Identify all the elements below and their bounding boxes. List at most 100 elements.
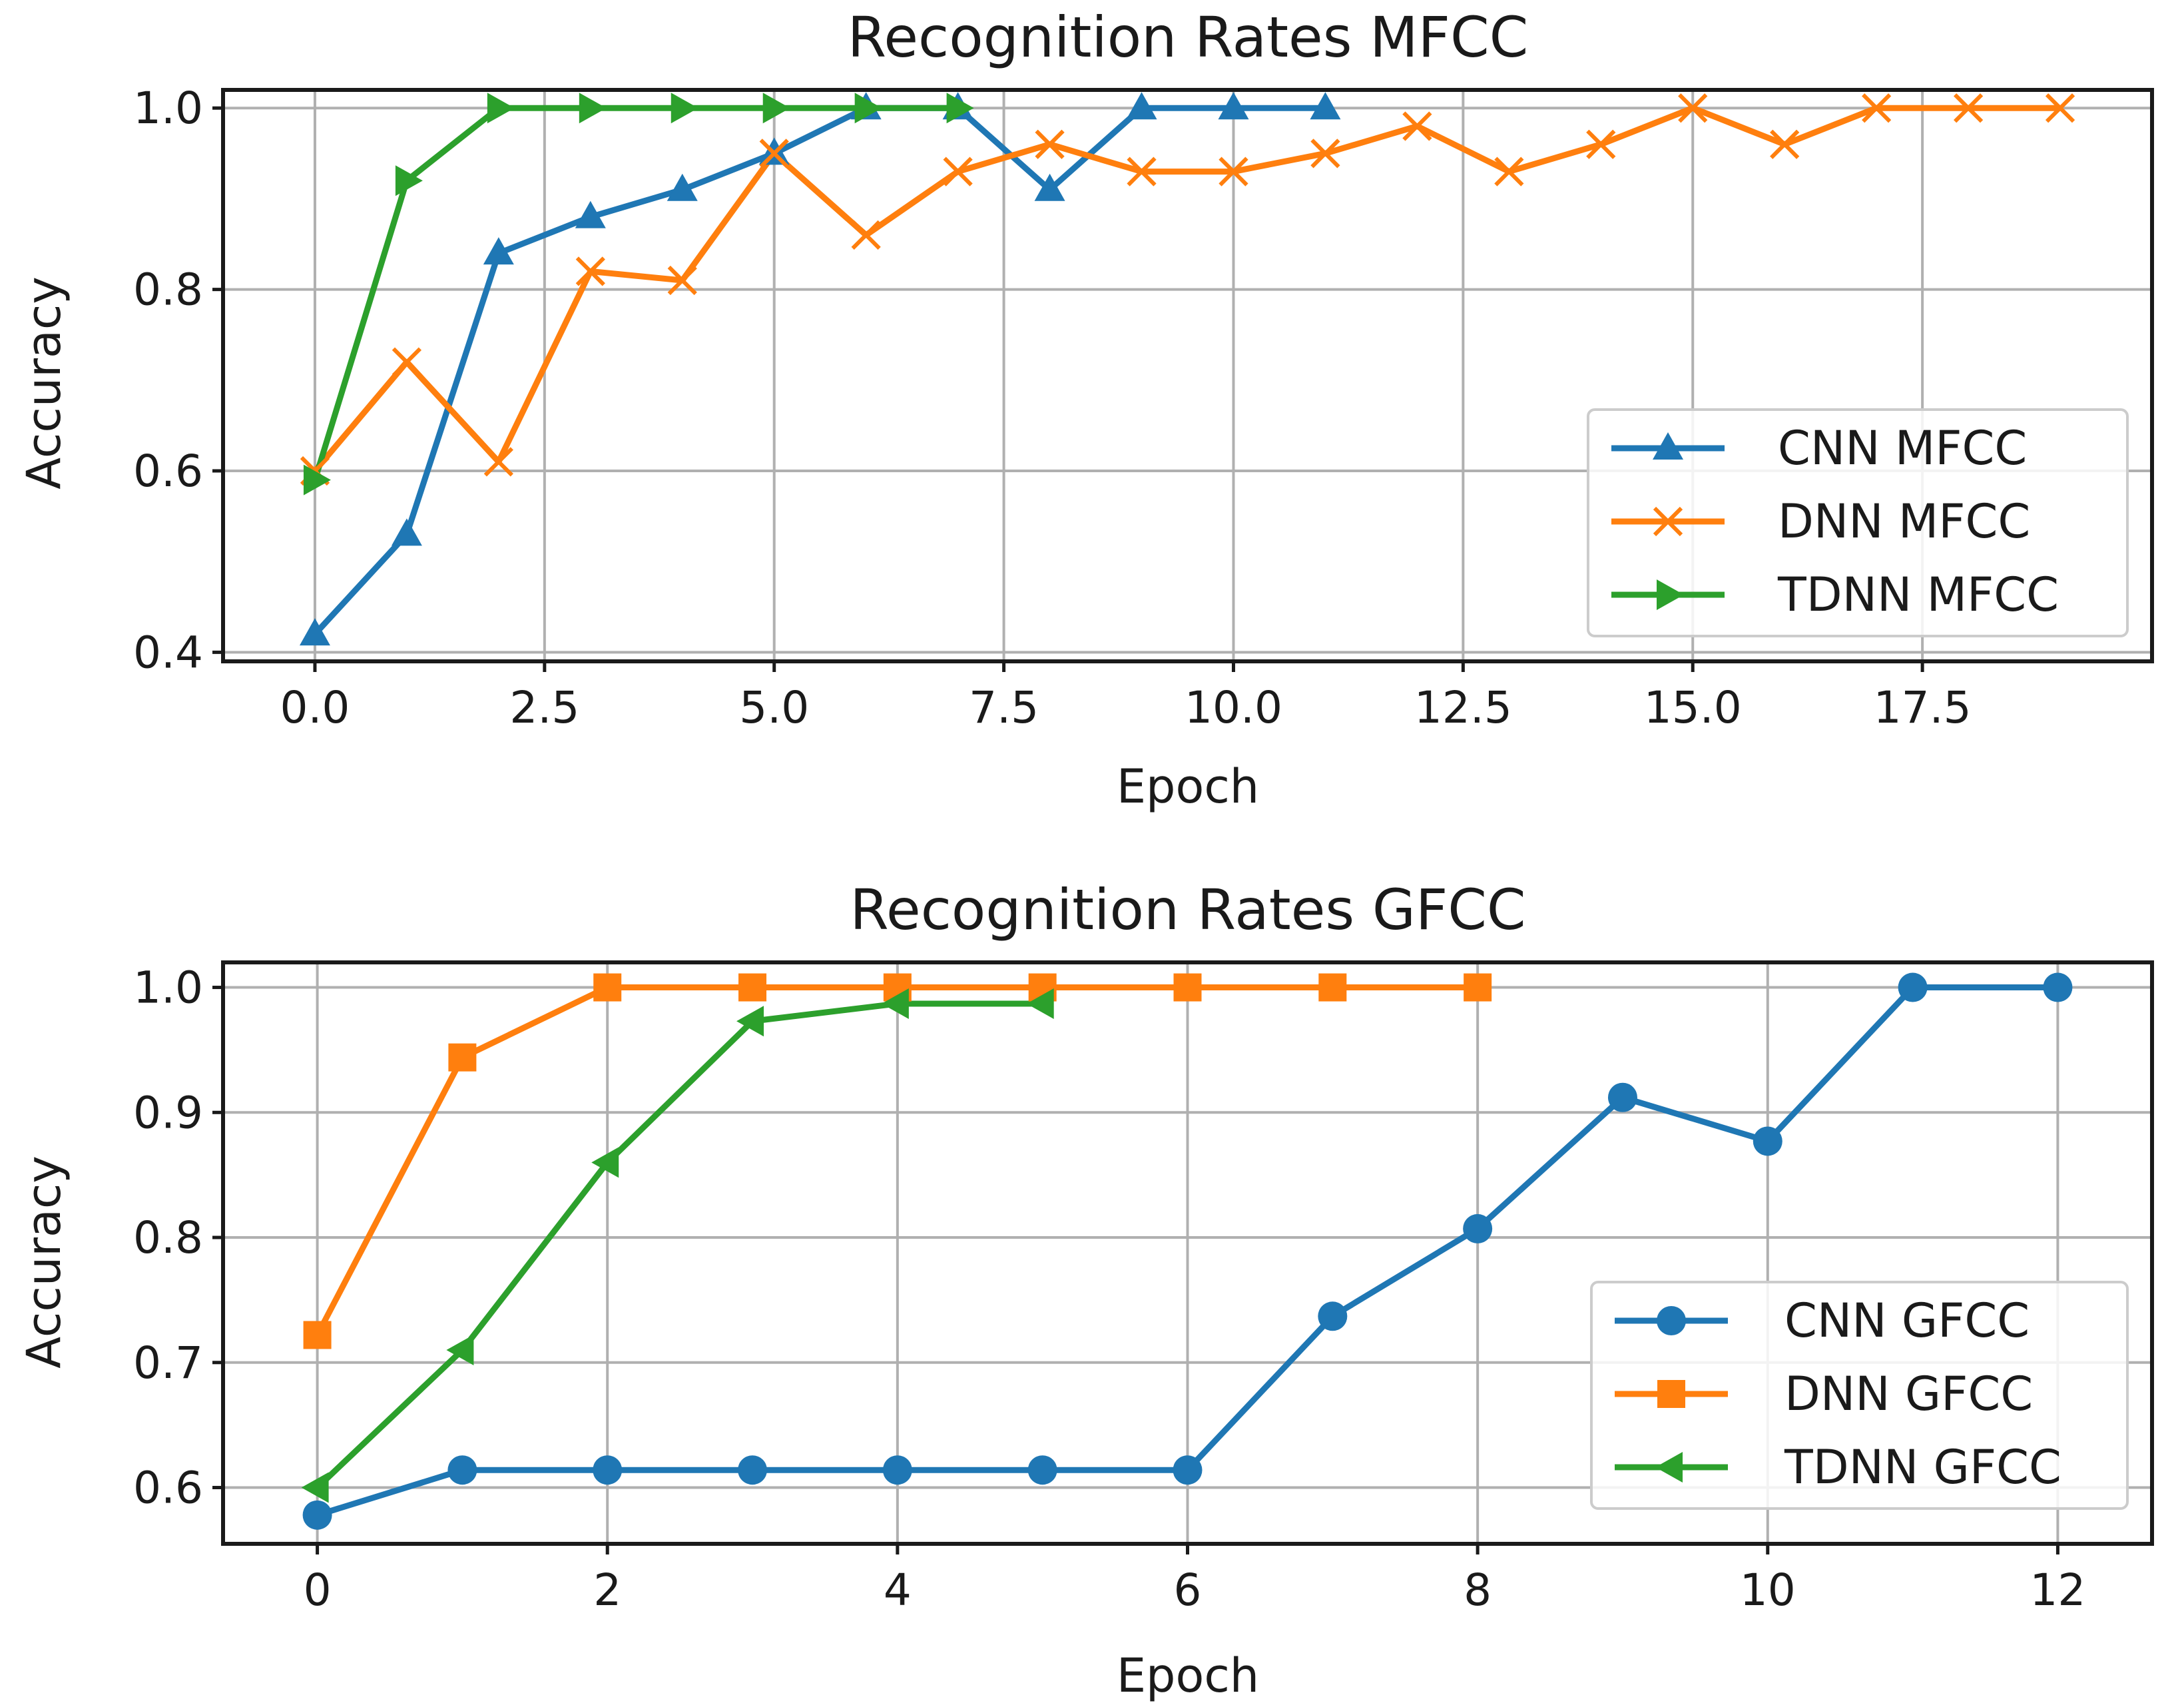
series-line-cnn-mfcc	[312, 105, 1326, 637]
data-point-dnn-mfcc	[1402, 111, 1432, 141]
y-axis-label: Accuracy	[17, 276, 71, 490]
series-line-tdnn-mfcc	[312, 105, 958, 481]
data-point-cnn-mfcc	[1034, 173, 1065, 201]
data-point-cnn-mfcc	[575, 200, 606, 228]
y-tick-label: 0.8	[133, 264, 203, 316]
legend-marker-dnn	[1657, 1380, 1685, 1408]
legend-box	[1587, 408, 2129, 637]
data-point-tdnn-mfcc	[946, 93, 974, 124]
data-point-cnn-mfcc	[1310, 92, 1341, 120]
series-line-tdnn-gfcc	[315, 1000, 1043, 1490]
data-point-dnn-gfcc	[593, 973, 622, 1002]
data-point-cnn-gfcc	[882, 1455, 912, 1485]
legend-label-tdnn: TDNN MFCC	[1777, 567, 2059, 622]
data-point-dnn-mfcc	[392, 347, 422, 377]
data-point-tdnn-mfcc	[854, 93, 882, 124]
y-axis-label: Accuracy	[17, 1156, 71, 1369]
y-tick-label: 0.6	[133, 446, 203, 497]
data-point-tdnn-mfcc	[762, 93, 790, 124]
y-tick-label: 0.4	[133, 627, 203, 678]
data-point-dnn-mfcc	[1678, 93, 1708, 123]
data-point-tdnn-gfcc	[591, 1147, 619, 1178]
data-point-tdnn-gfcc	[736, 1006, 764, 1037]
data-point-cnn-mfcc	[1218, 92, 1249, 120]
x-tick-label: 15.0	[1644, 682, 1742, 733]
data-point-dnn-gfcc	[1173, 973, 1202, 1002]
x-axis-label: Epoch	[1117, 1648, 1259, 1703]
x-tick-label: 10.0	[1185, 682, 1282, 733]
data-point-dnn-mfcc	[667, 265, 697, 296]
data-point-dnn-mfcc	[1127, 157, 1157, 186]
chart-title: Recognition Rates GFCC	[850, 877, 1525, 942]
data-point-dnn-gfcc	[448, 1043, 477, 1072]
legend-box	[1590, 1281, 2129, 1510]
x-tick-label: 10	[1740, 1564, 1796, 1616]
data-point-cnn-mfcc	[483, 237, 514, 265]
legend-label-cnn: CNN MFCC	[1778, 421, 2027, 476]
data-point-dnn-mfcc	[575, 256, 605, 286]
chart-mfcc: Recognition Rates MFCC 0.0 2.5 5.0 7.5 10.0 1…	[17, 5, 2154, 814]
data-point-dnn-gfcc	[1318, 973, 1347, 1002]
legend: CNN MFCC DNN MFCC TDNN MFCC	[1587, 408, 2129, 637]
data-point-dnn-mfcc	[1310, 139, 1340, 169]
legend-label-dnn: DNN MFCC	[1778, 494, 2030, 549]
series-markers	[301, 972, 2073, 1530]
data-point-cnn-gfcc	[1607, 1082, 1637, 1112]
y-tick-label: 1.0	[133, 962, 203, 1014]
x-tick-label: 0	[304, 1564, 332, 1616]
y-tick-label: 0.9	[133, 1087, 203, 1138]
x-tick-label: 2.5	[509, 682, 579, 733]
data-point-dnn-gfcc	[738, 973, 767, 1002]
data-point-cnn-gfcc	[593, 1455, 623, 1485]
data-point-dnn-mfcc	[483, 447, 513, 477]
data-point-cnn-mfcc	[667, 173, 698, 201]
data-point-dnn-mfcc	[1586, 129, 1616, 159]
legend-label-tdnn: TDNN GFCC	[1784, 1440, 2061, 1495]
data-point-dnn-mfcc	[1219, 157, 1248, 186]
legend-marker-shape	[1657, 1306, 1686, 1335]
data-point-dnn-mfcc	[759, 139, 789, 169]
x-tick-label: 17.5	[1874, 682, 1972, 733]
data-point-tdnn-mfcc	[487, 93, 515, 124]
data-point-dnn-mfcc	[943, 157, 973, 186]
data-point-dnn-mfcc	[1953, 93, 1984, 123]
legend-marker-cnn	[1657, 1306, 1686, 1335]
data-point-cnn-gfcc	[1463, 1213, 1493, 1243]
data-point-tdnn-gfcc	[446, 1335, 474, 1365]
legend-marker-tdnn	[1657, 579, 1684, 610]
data-point-cnn-mfcc	[1126, 92, 1157, 120]
x-tick-label: 0.0	[280, 682, 350, 733]
data-point-cnn-gfcc	[302, 1500, 332, 1530]
data-point-dnn-mfcc	[851, 220, 881, 250]
data-point-tdnn-gfcc	[1026, 988, 1054, 1019]
y-tick-label: 0.6	[133, 1463, 203, 1514]
x-tick-label: 7.5	[969, 682, 1039, 733]
data-point-cnn-gfcc	[1318, 1301, 1348, 1331]
x-tick-label: 4	[884, 1564, 912, 1616]
legend-marker-cnn	[1653, 432, 1683, 460]
series-lines	[312, 105, 2061, 637]
data-point-cnn-gfcc	[1027, 1455, 1057, 1485]
data-point-tdnn-mfcc	[671, 93, 698, 124]
data-point-dnn-mfcc	[1494, 157, 1524, 186]
x-tick-label: 12.5	[1414, 682, 1512, 733]
series-markers	[299, 92, 2075, 646]
data-point-tdnn-gfcc	[881, 988, 909, 1019]
data-point-tdnn-mfcc	[395, 165, 423, 196]
data-point-dnn-mfcc	[2045, 93, 2075, 123]
data-point-cnn-gfcc	[1173, 1455, 1203, 1485]
data-point-cnn-gfcc	[1898, 972, 1928, 1002]
legend-marker-shape	[1653, 506, 1683, 537]
data-point-cnn-mfcc	[299, 618, 330, 646]
x-tick-label: 6	[1174, 1564, 1202, 1616]
data-point-cnn-gfcc	[2043, 972, 2073, 1002]
legend-marker-shape	[1653, 432, 1683, 460]
axis-ticks: 0.0 2.5 5.0 7.5 10.0 12.5 15.0 17.5 0.4 0.6 0.8 1.0	[133, 83, 1972, 733]
legend-marker-shape	[1657, 579, 1684, 610]
x-tick-label: 8	[1464, 1564, 1492, 1616]
data-point-tdnn-mfcc	[303, 464, 331, 496]
data-point-dnn-mfcc	[1035, 129, 1065, 159]
data-point-tdnn-gfcc	[301, 1472, 329, 1503]
data-point-dnn-mfcc	[1862, 93, 1892, 123]
